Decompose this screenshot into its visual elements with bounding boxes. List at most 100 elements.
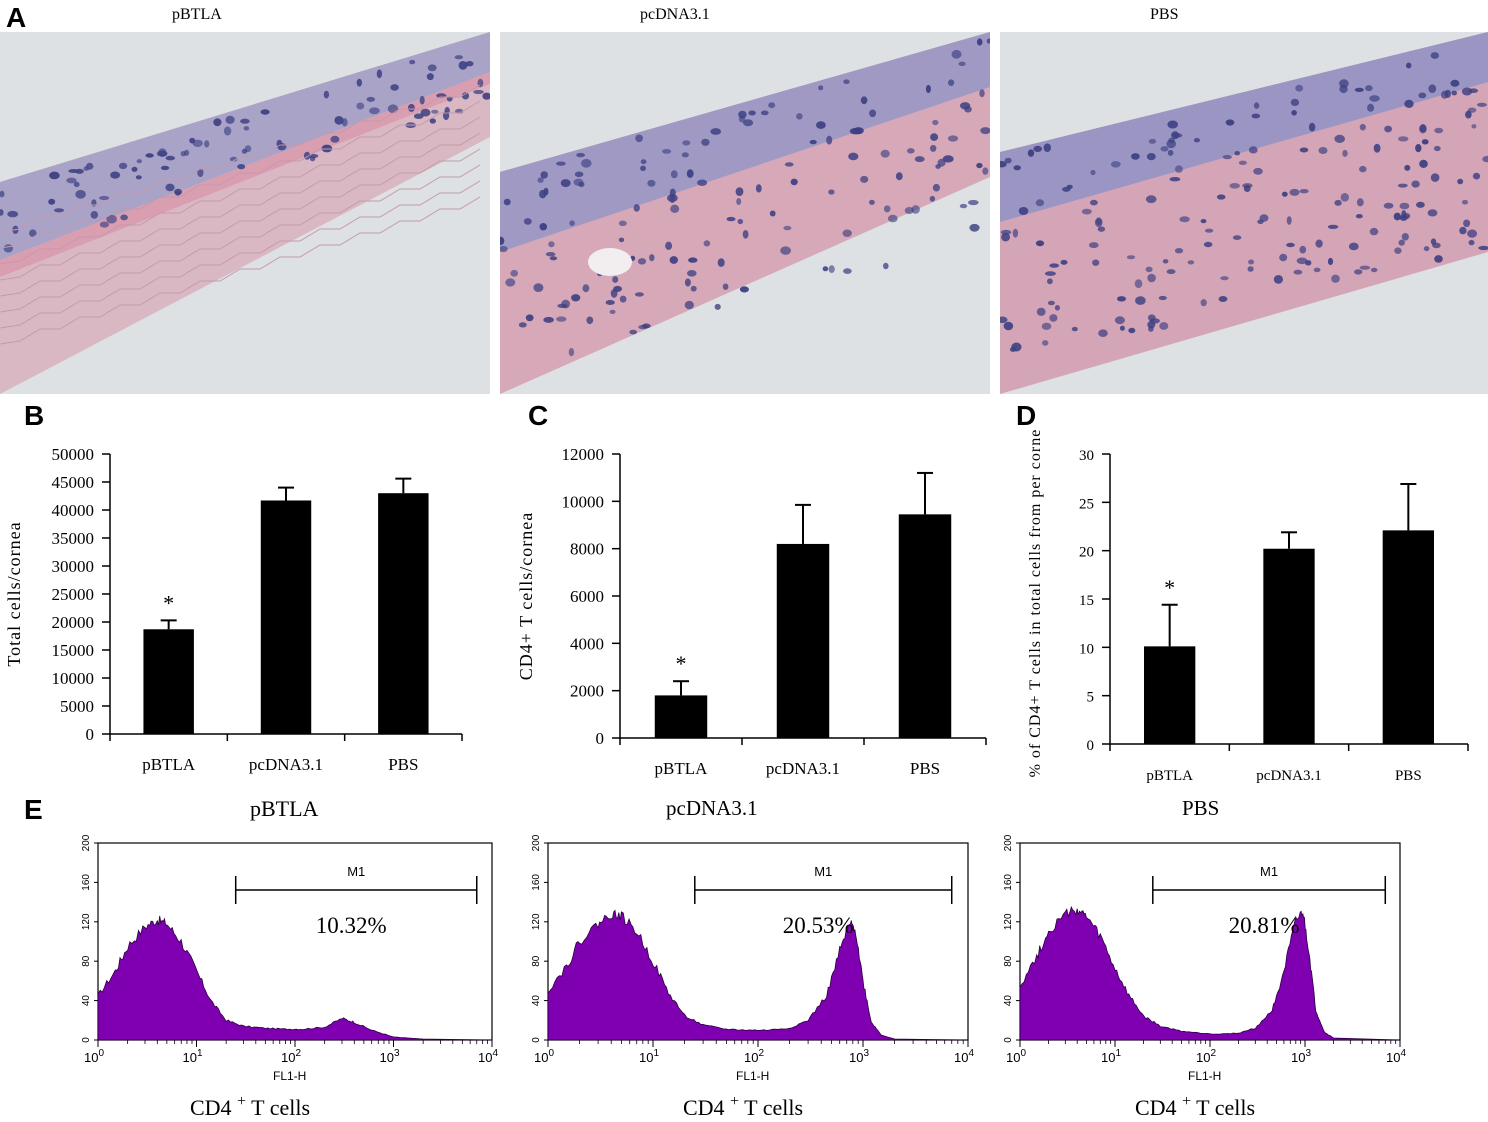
nucleus: [669, 256, 678, 264]
y-tick-label: 30000: [52, 557, 95, 576]
nucleus: [958, 61, 966, 66]
nucleus: [739, 286, 749, 293]
nucleus: [1222, 155, 1232, 160]
nucleus: [1145, 266, 1153, 273]
y-tick-label: 0: [596, 729, 605, 748]
nucleus: [860, 96, 868, 105]
x-tick-label: 104: [1386, 1048, 1406, 1065]
nucleus: [1461, 199, 1469, 205]
nucleus: [1430, 52, 1439, 59]
stroma-fiber: [0, 100, 481, 249]
y-tick-label: 160: [81, 874, 92, 891]
nucleus: [681, 152, 689, 158]
nucleus: [1131, 153, 1140, 160]
y-tick-label: 200: [1003, 834, 1014, 851]
nucleus: [431, 109, 439, 114]
nucleus: [1090, 169, 1096, 176]
nucleus: [647, 179, 656, 187]
nucleus: [1401, 233, 1409, 241]
nucleus: [1461, 87, 1473, 96]
nucleus: [1251, 113, 1261, 119]
y-tick-label: 30: [1079, 448, 1094, 464]
nucleus: [1476, 102, 1487, 107]
nucleus: [465, 61, 474, 67]
y-tick-label: 0: [1003, 1037, 1014, 1043]
nucleus: [1299, 147, 1309, 153]
nucleus: [561, 299, 570, 309]
nucleus: [816, 121, 826, 129]
y-tick-label: 15000: [52, 641, 95, 660]
nucleus: [165, 183, 175, 192]
nucleus: [1162, 259, 1169, 264]
panel-letter-d: D: [1016, 400, 1037, 431]
bar-chart-cd4-cells: 0 2000 4000 6000 8000 10000 12000 CD4+ T cells/…: [516, 445, 987, 778]
x-category-label: pBTLA: [655, 759, 709, 778]
nucleus: [1092, 259, 1100, 266]
nucleus: [356, 102, 365, 110]
nucleus: [1187, 260, 1195, 265]
nucleus: [942, 155, 954, 163]
nucleus: [135, 175, 142, 180]
bar: [898, 514, 952, 738]
x-tick-label: 103: [849, 1048, 869, 1065]
nucleus: [160, 165, 170, 171]
nucleus: [755, 184, 762, 193]
nucleus: [1225, 119, 1235, 126]
x-tick-label: 100: [84, 1048, 104, 1065]
bar-chart-total-cells: 0 5000 10000 15000 20000 25000 30000 35000 40000…: [4, 445, 463, 774]
nucleus: [366, 96, 375, 102]
nucleus: [1248, 259, 1255, 265]
nucleus: [701, 138, 710, 146]
nucleus: [1365, 85, 1373, 92]
nucleus: [1359, 165, 1367, 173]
nucleus: [48, 198, 56, 205]
nucleus: [1342, 149, 1348, 157]
stroma-fiber: [0, 196, 481, 345]
gate-percent-label: 20.53%: [783, 913, 854, 938]
nucleus: [1299, 189, 1309, 194]
bar: [260, 500, 312, 734]
nucleus: [809, 139, 817, 145]
nucleus: [690, 285, 697, 292]
nucleus: [1398, 136, 1409, 142]
histology-image-pbs: [1000, 32, 1488, 394]
histogram-pcdna: 0 40 80 120 160 200 100 101 102 103 104 FL1-H M1 20.5…: [531, 834, 974, 1120]
nucleus: [1001, 232, 1010, 242]
nucleus: [241, 148, 248, 154]
nucleus: [1134, 279, 1143, 289]
nucleus: [1257, 219, 1264, 225]
nucleus: [860, 175, 869, 183]
epithelium-band: [1000, 32, 1488, 222]
nucleus: [1148, 138, 1157, 144]
nucleus: [979, 89, 985, 98]
x-axis-label: FL1-H: [1188, 1069, 1221, 1083]
bar: [654, 695, 708, 738]
nucleus: [925, 84, 931, 94]
nucleus: [549, 256, 558, 261]
nucleus: [573, 178, 584, 186]
nucleus: [1299, 245, 1307, 254]
nucleus: [1042, 340, 1049, 346]
nucleus: [427, 64, 437, 72]
nucleus: [1200, 219, 1207, 224]
nucleus: [930, 144, 937, 152]
nucleus: [1168, 137, 1175, 144]
y-tick-label: 200: [531, 834, 542, 851]
y-tick-label: 120: [1003, 913, 1014, 930]
nucleus: [1013, 165, 1021, 171]
x-tick-label: 102: [1196, 1048, 1216, 1065]
nucleus: [1428, 84, 1437, 93]
nucleus: [930, 133, 939, 141]
nucleus: [880, 149, 890, 158]
nucleus: [1248, 146, 1258, 154]
nucleus: [976, 38, 983, 46]
gate-name: M1: [814, 864, 832, 879]
nucleus: [323, 90, 330, 99]
nucleus: [1334, 134, 1345, 143]
y-tick-label: 12000: [562, 445, 605, 464]
nucleus: [618, 220, 627, 227]
nucleus: [237, 164, 246, 170]
nucleus: [0, 209, 4, 216]
nucleus: [842, 229, 852, 237]
nucleus: [1394, 247, 1402, 254]
